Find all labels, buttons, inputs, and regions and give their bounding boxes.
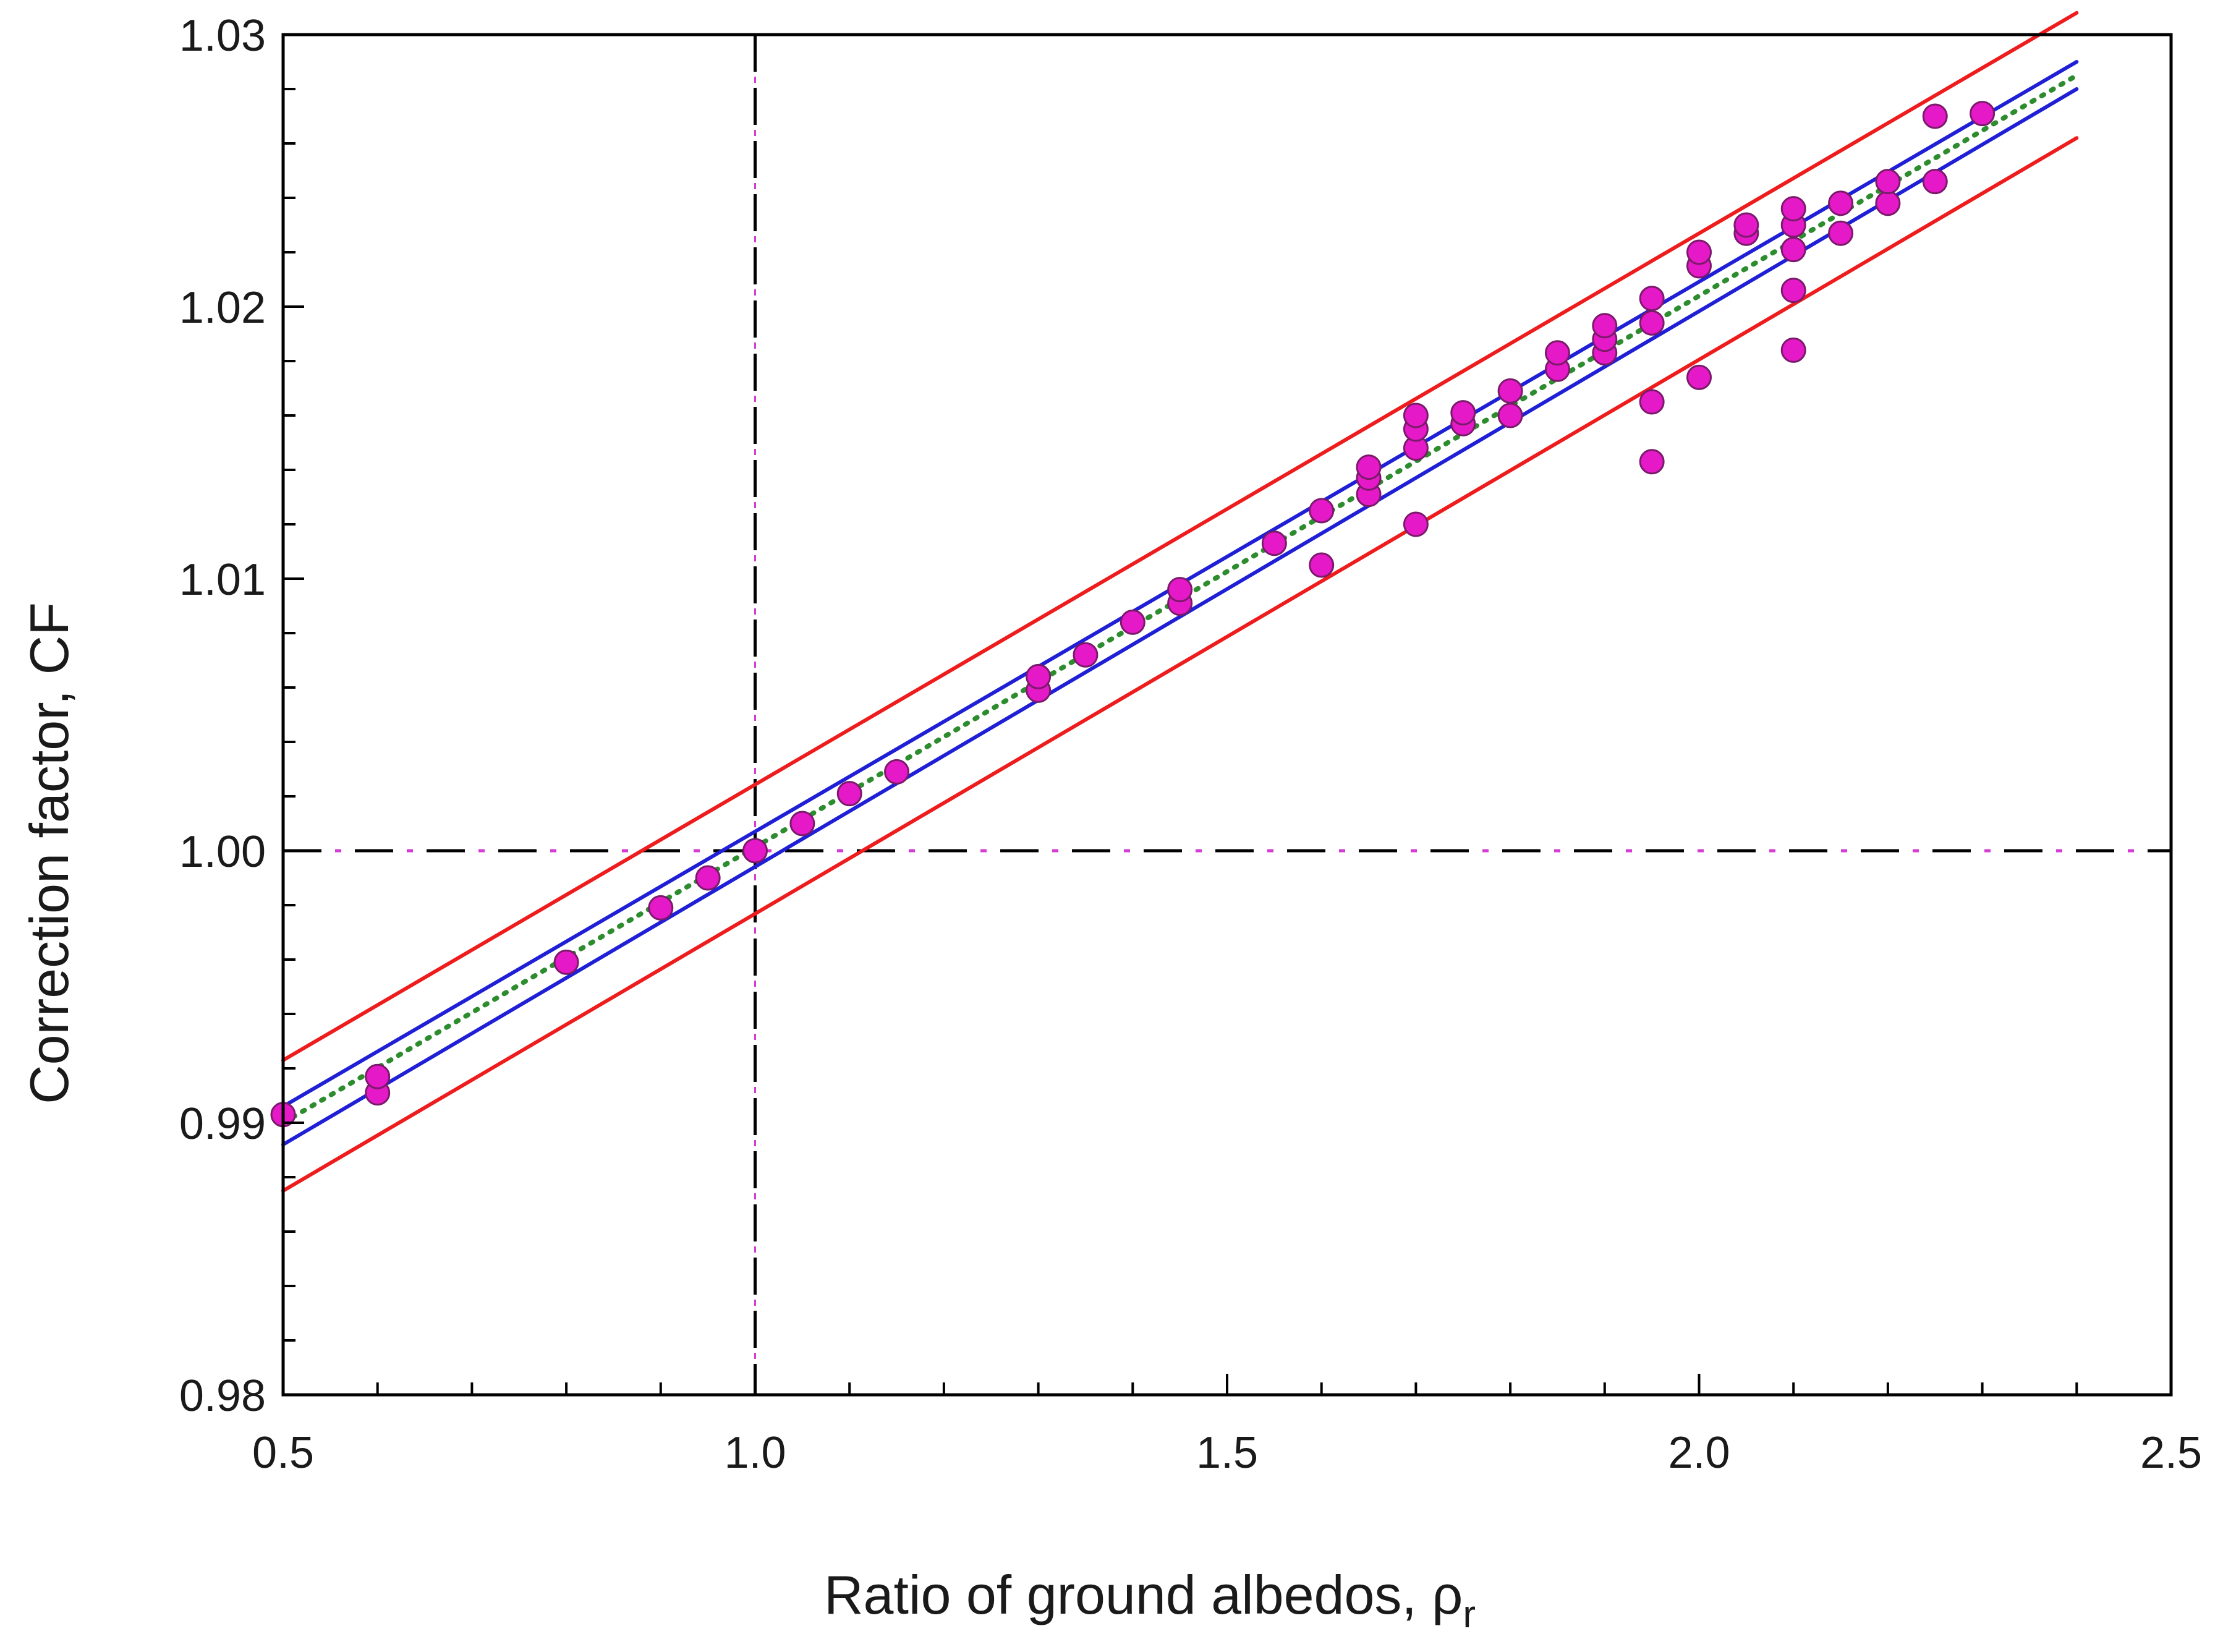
x-axis-title-subscript: r: [1463, 1593, 1476, 1636]
x-axis-title: Ratio of ground albedos, ρr: [824, 1564, 1476, 1636]
data-point: [1922, 103, 1948, 129]
x-tick-label: 0.5: [252, 1428, 314, 1478]
data-point: [1403, 402, 1429, 428]
data-point: [1497, 378, 1523, 404]
data-point: [1875, 169, 1901, 195]
data-point: [1544, 340, 1570, 366]
data-point: [1828, 220, 1854, 246]
data-point: [1497, 402, 1523, 428]
data-point: [1403, 511, 1429, 537]
data-point: [1167, 577, 1193, 603]
x-tick-label: 1.5: [1196, 1428, 1258, 1478]
data-point: [1309, 552, 1335, 578]
upper-prediction-line: [281, 11, 2079, 1062]
data-point: [1356, 454, 1382, 480]
data-point: [365, 1063, 391, 1089]
lower-prediction-line: [281, 136, 2079, 1193]
y-axis-title: Correction factor, CF: [19, 602, 80, 1104]
data-point: [1922, 169, 1948, 195]
data-point: [1780, 337, 1806, 363]
x-axis-title-main: Ratio of ground albedos, ρ: [824, 1564, 1463, 1625]
tick-labels: 0.5 1.0 1.5 2.0 2.5 0.98 0.99 1.00 1.01 1.02 1.03: [179, 11, 2202, 1478]
data-point: [1686, 239, 1712, 265]
data-point: [648, 895, 674, 921]
data-point: [884, 759, 910, 785]
data-point: [1875, 190, 1901, 216]
data-point: [553, 949, 579, 975]
reference-lines: [283, 35, 2171, 1395]
x-tick-label: 2.0: [1668, 1428, 1730, 1478]
data-point: [1639, 449, 1665, 475]
data-point: [1780, 196, 1806, 222]
data-point: [1780, 237, 1806, 263]
data-point: [742, 838, 768, 864]
data-point: [1686, 364, 1712, 390]
y-tick-label: 0.99: [179, 1099, 266, 1149]
data-point: [1970, 101, 1996, 127]
data-point: [1261, 530, 1287, 556]
data-point: [789, 811, 815, 837]
data-point: [1828, 190, 1854, 216]
data-point: [1780, 278, 1806, 304]
y-tick-label: 0.98: [179, 1371, 266, 1421]
axes: [281, 33, 2173, 1397]
x-tick-label: 2.5: [2140, 1428, 2202, 1478]
y-tick-label: 1.03: [179, 11, 266, 61]
data-point: [1026, 663, 1052, 689]
data-point: [1733, 212, 1759, 238]
data-point: [1639, 286, 1665, 312]
data-points: [270, 101, 1996, 1128]
data-point: [1592, 313, 1618, 339]
data-point: [1639, 389, 1665, 415]
data-point: [836, 781, 862, 807]
y-tick-label: 1.02: [179, 283, 266, 333]
y-tick-label: 1.01: [179, 555, 266, 605]
data-point: [695, 865, 721, 891]
data-point: [1120, 609, 1146, 635]
y-tick-label: 1.00: [179, 827, 266, 877]
data-point: [1639, 310, 1665, 336]
x-tick-label: 1.0: [724, 1428, 786, 1478]
data-point: [1309, 498, 1335, 524]
data-point: [1073, 642, 1099, 668]
lower-confidence-line: [281, 87, 2079, 1147]
data-point: [1450, 400, 1476, 426]
